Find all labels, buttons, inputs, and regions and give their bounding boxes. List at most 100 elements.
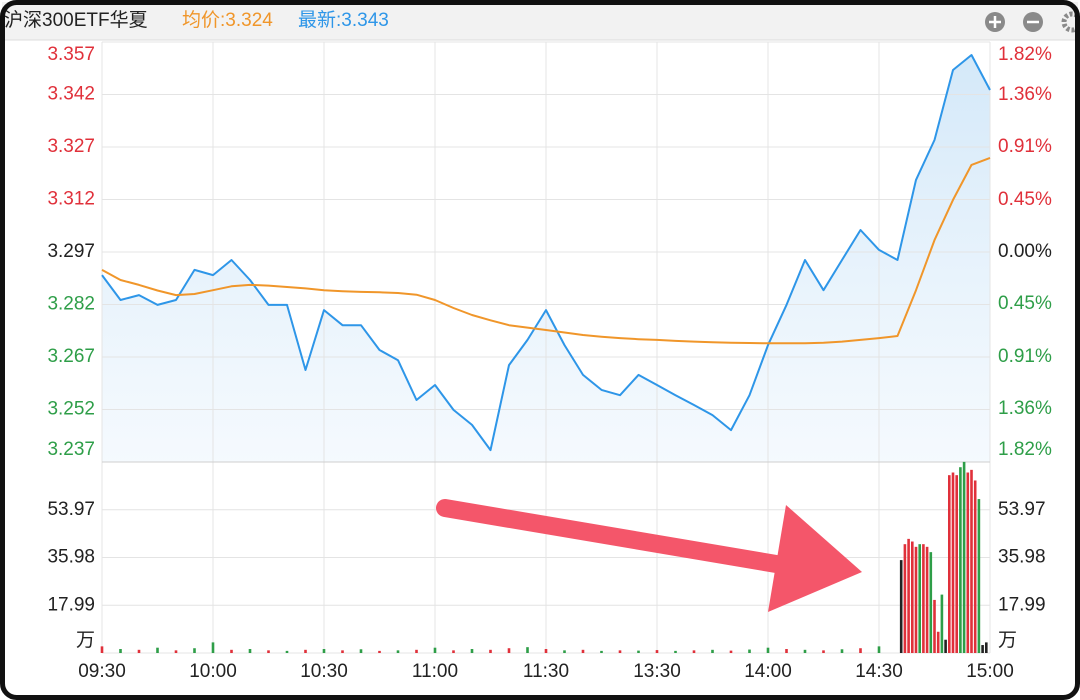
- x-tick-label: 15:00: [966, 661, 1014, 682]
- volume-tick-label: 53.97: [47, 499, 95, 520]
- volume-bar: [433, 647, 437, 653]
- volume-bar: [248, 649, 252, 653]
- volume-bar: [948, 475, 951, 653]
- y2-tick-label: 0.00%: [998, 241, 1052, 262]
- y-tick-label: 3.312: [47, 189, 95, 210]
- volume-bar: [877, 646, 881, 653]
- volume-tick-label-right: 35.98: [998, 547, 1046, 568]
- volume-tick-label-right: 53.97: [998, 499, 1046, 520]
- zoom-out-button[interactable]: [1023, 12, 1043, 32]
- volume-bar: [966, 472, 970, 653]
- volume-bar: [544, 649, 548, 653]
- volume-bar: [322, 649, 326, 653]
- y-tick-label: 3.327: [47, 136, 95, 157]
- volume-bar: [655, 650, 659, 653]
- volume-bar: [766, 647, 770, 653]
- volume-bar: [137, 649, 141, 653]
- volume-bar: [581, 649, 585, 653]
- volume-bar: [951, 472, 955, 653]
- y-tick-label: 3.297: [47, 241, 95, 262]
- volume-tick-label: 35.98: [47, 547, 95, 568]
- volume-tick-label: 万: [76, 630, 95, 651]
- volume-tick-label: 17.99: [47, 594, 95, 615]
- y-tick-label: 3.282: [47, 294, 95, 315]
- zoom-in-button[interactable]: [985, 12, 1005, 32]
- volume-bar: [119, 649, 122, 653]
- volume-bar: [341, 650, 344, 653]
- y2-tick-label: 1.36%: [998, 398, 1052, 419]
- x-tick-label: 11:30: [523, 661, 569, 682]
- x-tick-label: 10:00: [189, 661, 237, 682]
- volume-bar: [452, 650, 455, 653]
- x-tick-label: 10:30: [300, 661, 348, 682]
- volume-bar: [711, 649, 714, 653]
- volume-bar: [918, 544, 921, 653]
- volume-bar: [285, 650, 289, 653]
- y2-tick-label: 0.45%: [998, 189, 1052, 210]
- volume-bar: [822, 650, 825, 653]
- volume-bar: [955, 475, 958, 653]
- volume-bar: [618, 650, 622, 653]
- y2-tick-label: 1.82%: [998, 439, 1052, 460]
- volume-bar: [100, 646, 104, 653]
- volume-bar: [174, 650, 178, 653]
- volume-bar: [415, 649, 418, 653]
- volume-bar: [378, 650, 381, 653]
- volume-bar: [940, 594, 944, 653]
- volume-bar: [929, 552, 933, 653]
- x-tick-label: 11:00: [412, 661, 458, 682]
- volume-bar: [922, 544, 925, 653]
- settings-button[interactable]: [1061, 11, 1080, 33]
- y2-tick-label: 0.91%: [998, 136, 1052, 157]
- volume-bar: [944, 639, 947, 653]
- volume-bar: [304, 649, 307, 653]
- volume-bar: [803, 649, 807, 653]
- volume-bar: [526, 647, 529, 653]
- y-tick-label: 3.357: [47, 44, 95, 65]
- volume-bar: [211, 642, 215, 653]
- y2-tick-label: 0.45%: [998, 293, 1052, 314]
- volume-bar: [359, 649, 363, 653]
- volume-bar: [785, 649, 788, 653]
- volume-bar: [903, 544, 907, 653]
- plot-area: 09:30 10:00 10:30 11:00 11:30 13:30 14:00 14:30…: [47, 41, 1052, 682]
- volume-bar: [914, 546, 918, 653]
- average-line: [101, 156, 991, 345]
- volume-bar: [985, 642, 988, 653]
- volume-bar: [230, 649, 233, 653]
- y2-tick-label: 1.82%: [998, 44, 1052, 65]
- volume-bar: [729, 650, 733, 653]
- volume-bar: [637, 650, 640, 653]
- volume-bar: [977, 499, 981, 653]
- volume-bar: [911, 541, 914, 653]
- volume-bar: [674, 650, 677, 653]
- volume-bar: [692, 650, 696, 653]
- x-tick-label: 09:30: [78, 661, 126, 682]
- volume-bar: [962, 461, 966, 653]
- volume-bar: [193, 648, 196, 653]
- y2-tick-label: 0.91%: [998, 346, 1052, 367]
- y-tick-label: 3.237: [47, 439, 95, 460]
- volume-bar: [748, 649, 751, 653]
- volume-bar: [973, 480, 977, 653]
- volume-bar: [933, 599, 936, 653]
- volume-bar: [959, 467, 962, 653]
- y2-tick-label: 1.36%: [998, 84, 1052, 105]
- volume-bar: [840, 649, 844, 653]
- avg-price-label: 均价:3.324: [182, 9, 273, 31]
- volume-bar: [563, 650, 566, 653]
- chart-title: 沪深300ETF华夏: [4, 9, 148, 31]
- y-tick-label: 3.342: [47, 84, 95, 105]
- volume-bar: [859, 648, 862, 653]
- volume-tick-label-right: 万: [998, 630, 1017, 651]
- volume-bar: [600, 650, 603, 653]
- price-line: [101, 54, 991, 452]
- x-tick-label: 14:00: [744, 661, 792, 682]
- volume-bar: [981, 645, 984, 653]
- volume-bar: [899, 560, 903, 653]
- x-tick-label: 13:30: [633, 661, 681, 682]
- volume-bar: [156, 647, 159, 653]
- annotation-arrow: [436, 499, 862, 612]
- volume-bar: [489, 649, 492, 653]
